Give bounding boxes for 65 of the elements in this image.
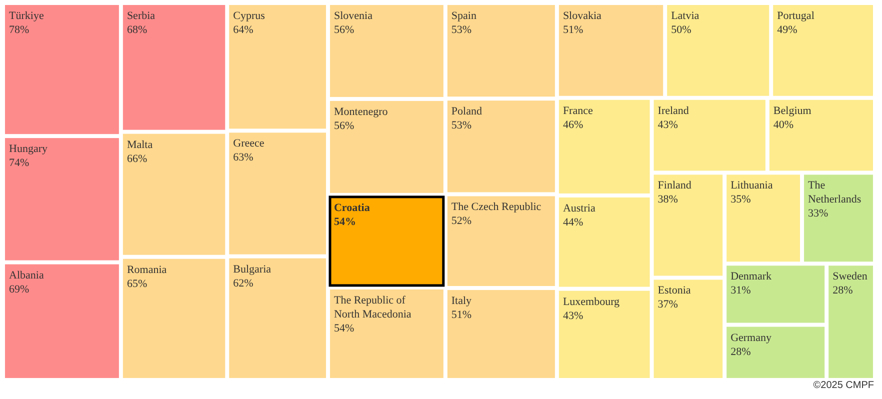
category-label: Türkiye [9,10,44,22]
data-label: 53% [451,120,472,132]
data-label: 40% [773,118,794,131]
category-label: Germany [730,332,772,344]
text: ©2025 CMPF [813,380,874,391]
category-label: Luxembourg [562,296,620,308]
category-label: Greece [233,138,264,150]
data-label: 69% [9,283,30,296]
category-label: Portugal [777,10,814,22]
category-label: France [562,104,593,117]
data-label: 53% [451,24,472,36]
data-label: 43% [562,310,584,322]
category-label: The Republic of North Macedonia [334,294,412,320]
category-label: Austria [562,202,596,214]
data-label: 56% [334,120,354,132]
data-label: 68% [126,24,148,36]
category-label: Latvia [671,10,700,22]
data-label: 51% [451,309,472,322]
data-label: 54% [334,216,356,228]
category-label: Slovenia [334,10,373,22]
data-label: 52% [451,215,472,228]
data-label: 54% [334,322,354,334]
data-label: 62% [233,277,254,290]
data-label: 31% [730,284,751,297]
category-label: Serbia [126,10,156,22]
category-label: The Netherlands [808,180,862,206]
category-label: Sweden [832,270,868,283]
data-label: 49% [777,24,798,36]
data-label: 51% [562,24,584,36]
data-label: 28% [730,346,751,358]
data-label: 63% [233,152,254,164]
data-label: 38% [658,194,678,206]
data-label: 78% [9,24,30,36]
category-label: Lithuania [730,180,773,192]
category-label: The Czech Republic [451,201,542,214]
category-label: Ireland [658,104,690,117]
data-label: 33% [808,208,828,220]
category-label: Romania [126,264,167,276]
category-label: Cyprus [233,10,265,22]
data-label: 43% [658,118,678,131]
category-label: Poland [451,106,482,118]
data-label: 66% [126,152,148,165]
category-label: Finland [658,180,692,192]
data-label: 65% [126,278,148,290]
category-label: Malta [126,138,153,151]
category-label: Estonia [658,284,691,297]
data-label: 56% [334,24,354,36]
data-label: 28% [832,284,853,297]
data-label: 37% [658,298,678,311]
data-label: 50% [671,24,692,36]
category-label: Italy [451,295,472,308]
data-label: 35% [730,194,751,206]
category-label: Slovakia [562,10,602,22]
data-label: 44% [562,216,584,228]
data-label: 46% [562,118,584,131]
category-label: Hungary [9,143,48,156]
data-label: 64% [233,24,254,36]
category-label: Albania [9,269,44,282]
data-label: 74% [9,157,30,170]
category-label: Montenegro [334,106,388,118]
category-label: Spain [451,10,477,22]
category-label: Denmark [730,270,772,283]
category-label: Bulgaria [233,263,272,276]
category-label: Belgium [773,104,812,117]
category-label: Croatia [334,202,370,214]
